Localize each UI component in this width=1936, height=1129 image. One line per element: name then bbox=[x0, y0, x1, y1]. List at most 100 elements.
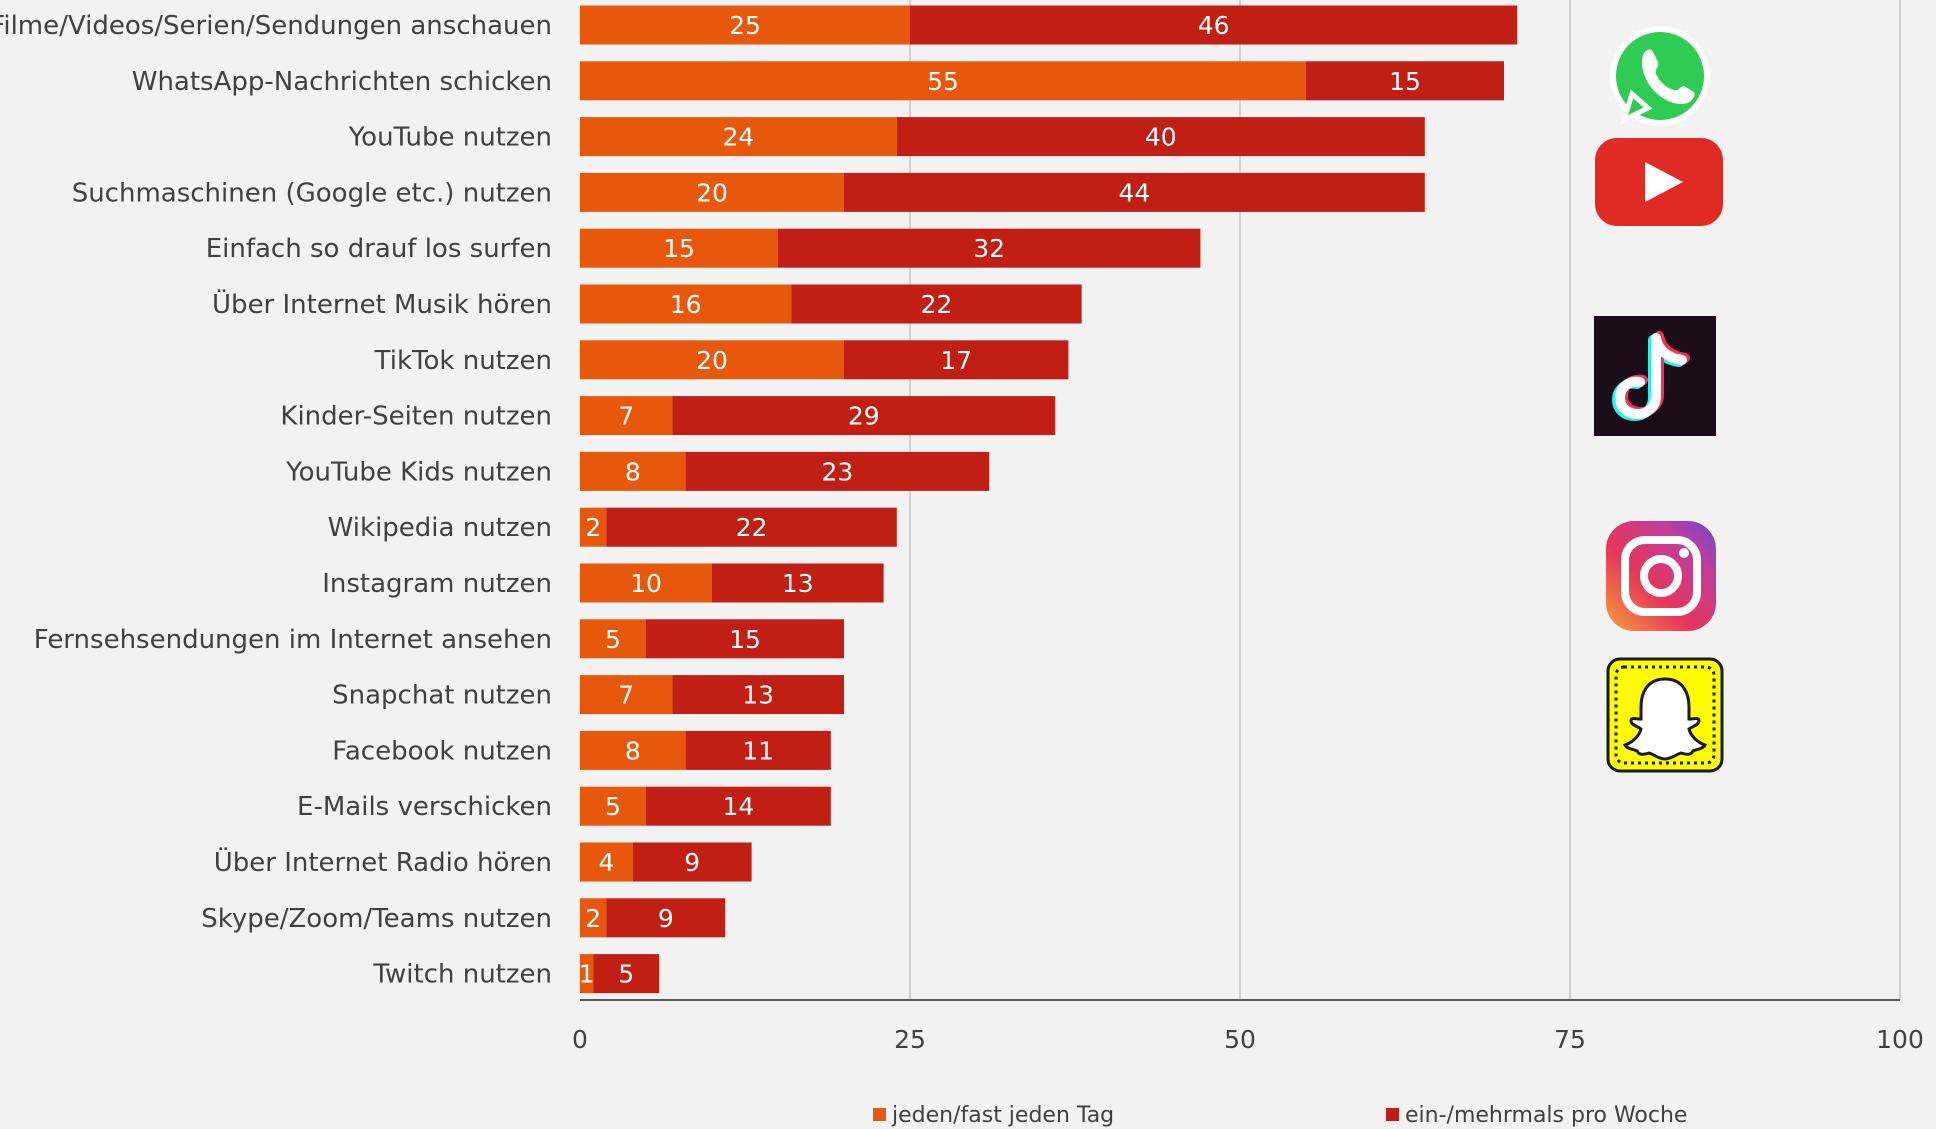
category-label: Facebook nutzen bbox=[332, 736, 552, 766]
x-tick-label: 75 bbox=[1554, 1025, 1586, 1054]
category-label: Kinder-Seiten nutzen bbox=[280, 402, 552, 432]
bar-segment-weekly bbox=[791, 284, 1082, 324]
bar-segment-weekly bbox=[844, 172, 1425, 212]
category-label: Filme/Videos/Serien/Sendungen anschauen bbox=[0, 11, 552, 41]
data-label: 5 bbox=[618, 960, 634, 989]
data-label: 40 bbox=[1145, 123, 1177, 152]
data-label: 8 bbox=[625, 457, 641, 486]
data-label: 10 bbox=[630, 569, 662, 598]
instagram-icon bbox=[1606, 521, 1716, 631]
bar-segment-weekly bbox=[896, 117, 1425, 157]
category-label: Suchmaschinen (Google etc.) nutzen bbox=[72, 178, 552, 208]
data-label: 23 bbox=[821, 457, 853, 486]
data-label: 44 bbox=[1118, 178, 1150, 207]
x-tick-label: 100 bbox=[1876, 1025, 1924, 1054]
category-label: Wikipedia nutzen bbox=[328, 513, 552, 543]
data-label: 24 bbox=[722, 123, 754, 152]
bar-segment-daily bbox=[580, 451, 686, 491]
bar-segment-daily bbox=[580, 675, 673, 715]
bar-segment-weekly bbox=[685, 730, 831, 770]
category-label: E-Mails verschicken bbox=[297, 792, 552, 822]
category-label: Einfach so drauf los surfen bbox=[206, 234, 552, 264]
category-label: Instagram nutzen bbox=[322, 569, 552, 599]
data-label: 2 bbox=[585, 904, 601, 933]
data-label: 46 bbox=[1198, 11, 1230, 40]
legend: jeden/fast jeden Tag ein-/mehrmals pro Wo… bbox=[873, 1103, 1687, 1128]
data-label: 29 bbox=[848, 402, 880, 431]
bar-segment-daily bbox=[580, 563, 712, 603]
bar-segment-daily bbox=[580, 228, 778, 268]
bar-segment-daily bbox=[580, 340, 844, 380]
data-label: 20 bbox=[696, 178, 728, 207]
x-tick-label: 50 bbox=[1224, 1025, 1256, 1054]
data-label: 20 bbox=[696, 346, 728, 375]
data-label: 7 bbox=[618, 681, 634, 710]
bar-segment-daily bbox=[580, 61, 1306, 101]
bar-segment-daily bbox=[580, 507, 607, 547]
bar-segment-daily bbox=[580, 786, 646, 826]
bar-segment-daily bbox=[580, 898, 607, 938]
data-label: 32 bbox=[973, 234, 1005, 263]
data-label: 8 bbox=[625, 736, 641, 765]
bar-segment-weekly bbox=[593, 954, 660, 994]
bar-segment-daily bbox=[580, 172, 844, 212]
bar-segment-weekly bbox=[844, 340, 1069, 380]
category-label: YouTube Kids nutzen bbox=[285, 457, 552, 487]
bar-segment-daily bbox=[580, 5, 910, 45]
data-label: 5 bbox=[605, 625, 621, 654]
category-label: Skype/Zoom/Teams nutzen bbox=[201, 904, 552, 934]
category-label: Fernsehsendungen im Internet ansehen bbox=[34, 625, 552, 655]
x-axis: 0 25 50 75 100 bbox=[572, 999, 1924, 1054]
category-label: YouTube nutzen bbox=[348, 123, 552, 153]
legend-swatch bbox=[1386, 1108, 1399, 1121]
data-label: 15 bbox=[663, 234, 695, 263]
bar-segment-weekly bbox=[606, 507, 897, 547]
bar-segment-weekly bbox=[685, 451, 990, 491]
bar-segment-weekly bbox=[672, 396, 1056, 436]
category-label: Über Internet Musik hören bbox=[212, 288, 552, 320]
category-label: Snapchat nutzen bbox=[332, 681, 552, 711]
category-labels: Filme/Videos/Serien/Sendungen anschauen W… bbox=[0, 11, 552, 990]
bar-segment-weekly bbox=[632, 842, 752, 882]
data-label: 1 bbox=[579, 960, 595, 989]
youtube-icon bbox=[1595, 138, 1723, 226]
bar-segment-daily bbox=[580, 396, 673, 436]
bar-segment-daily bbox=[580, 730, 686, 770]
data-label: 25 bbox=[729, 11, 761, 40]
category-label: Twitch nutzen bbox=[372, 960, 552, 990]
snapchat-icon bbox=[1606, 657, 1724, 773]
legend-label: jeden/fast jeden Tag bbox=[891, 1103, 1114, 1128]
bar-segment-weekly bbox=[910, 5, 1518, 45]
data-label: 4 bbox=[598, 848, 614, 877]
data-label: 9 bbox=[684, 848, 700, 877]
data-label: 9 bbox=[658, 904, 674, 933]
tiktok-icon bbox=[1594, 316, 1716, 436]
bar-segment-daily bbox=[580, 284, 792, 324]
data-label: 14 bbox=[722, 792, 754, 821]
bar-segment-weekly bbox=[778, 228, 1201, 268]
category-label: TikTok nutzen bbox=[374, 346, 552, 376]
data-label: 13 bbox=[782, 569, 814, 598]
bar-segment-weekly bbox=[646, 786, 831, 826]
data-label: 22 bbox=[920, 290, 952, 319]
bar-segment-weekly bbox=[1306, 61, 1504, 101]
legend-swatch bbox=[873, 1108, 886, 1121]
bar-segment-weekly bbox=[606, 898, 726, 938]
data-label: 2 bbox=[585, 513, 601, 542]
data-label: 15 bbox=[729, 625, 761, 654]
data-label: 11 bbox=[742, 736, 774, 765]
x-tick-label: 25 bbox=[894, 1025, 926, 1054]
x-tick-label: 0 bbox=[572, 1025, 588, 1054]
whatsapp-icon bbox=[1610, 26, 1710, 126]
bar-segment-daily bbox=[580, 842, 633, 882]
category-label: WhatsApp-Nachrichten schicken bbox=[132, 67, 552, 97]
bar-segment-daily bbox=[580, 619, 646, 659]
grid-lines bbox=[909, 0, 1901, 1000]
legend-label: ein-/mehrmals pro Woche bbox=[1405, 1103, 1687, 1128]
bar-segment-daily bbox=[580, 117, 897, 157]
data-label: 15 bbox=[1389, 67, 1421, 96]
data-label: 55 bbox=[927, 67, 959, 96]
